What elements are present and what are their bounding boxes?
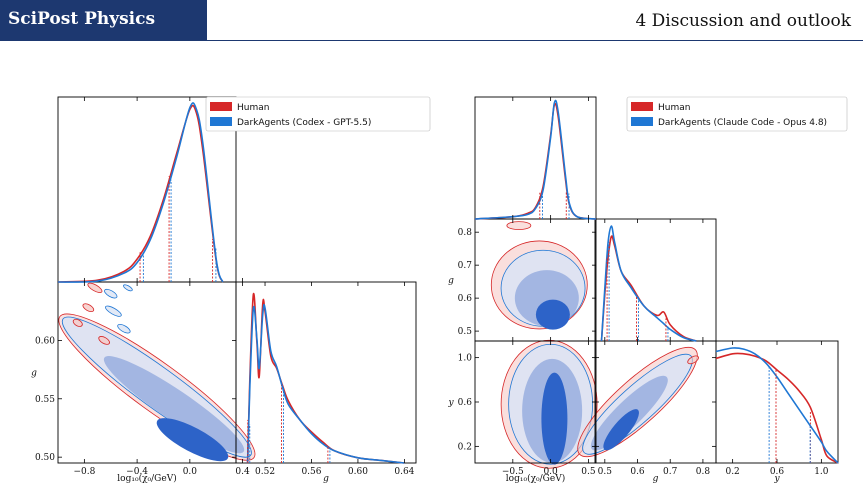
right-s3-x-tick-label: 0.7 bbox=[663, 467, 678, 477]
left-2d-y-tick-label: 0.50 bbox=[35, 453, 55, 463]
left-2d-island bbox=[117, 323, 131, 334]
left-m3-x-tick-label: 0.56 bbox=[301, 467, 321, 477]
left-legend-human-swatch bbox=[210, 102, 232, 111]
right-legend-agent-label: DarkAgents (Claude Code - Opus 4.8) bbox=[658, 118, 827, 128]
right-s3-x-tick-label: 0.6 bbox=[630, 467, 645, 477]
left-legend: Human DarkAgents (Codex - GPT-5.5) bbox=[205, 96, 431, 132]
right-marginal-y-darkagents-curve bbox=[715, 347, 839, 464]
right-marginal-g-darkagents-curve bbox=[600, 225, 697, 342]
right-s1-y-tick-label: 0.5 bbox=[458, 327, 473, 337]
right-m3-x-tick-label: 0.2 bbox=[725, 467, 739, 477]
right-s3-x-tick-label: 0.5 bbox=[598, 467, 613, 477]
right-ylabel-y: y bbox=[447, 398, 454, 408]
right-s2-x-tick-label: 0.0 bbox=[543, 467, 558, 477]
left-2d-agent-mid bbox=[103, 356, 245, 454]
right-s2-y-tick-label: 0.2 bbox=[458, 442, 472, 452]
left-marginal-g-darkagents-curve bbox=[246, 303, 405, 464]
page-header: SciPost Physics 4 Discussion and outlook bbox=[0, 0, 863, 42]
left-2d-agent-inner bbox=[156, 418, 229, 462]
left-m3-x-tick-label: 0.52 bbox=[255, 467, 275, 477]
left-legend-human-label: Human bbox=[237, 103, 269, 113]
left-marginal-chi0-darkagents-curve bbox=[57, 102, 224, 283]
left-2d-island bbox=[123, 284, 133, 292]
left-2d-x-tick-label: 0.4 bbox=[235, 467, 250, 477]
left-marginal-g-frame bbox=[235, 281, 417, 464]
right-s3-agent-inner bbox=[603, 409, 639, 451]
left-2d-island bbox=[98, 336, 110, 345]
right-xlabel-g: g bbox=[653, 474, 659, 484]
right-s3-island bbox=[687, 355, 699, 365]
left-2d-x-tick-label: −0.4 bbox=[126, 467, 148, 477]
right-ylabel-g: g bbox=[448, 276, 454, 286]
left-2d-island bbox=[82, 303, 95, 313]
left-2d-y-tick-label: 0.55 bbox=[35, 395, 55, 405]
right-legend-box bbox=[626, 96, 848, 132]
left-2d-island bbox=[104, 288, 118, 299]
right-s2-x-tick-label: −0.5 bbox=[502, 467, 524, 477]
left-xlabel-g: g bbox=[323, 474, 329, 484]
journal-name: SciPost Physics bbox=[8, 9, 156, 29]
right-s1-island bbox=[506, 221, 532, 230]
right-panel-frame-5 bbox=[715, 340, 839, 464]
left-2d-island bbox=[105, 305, 122, 317]
right-s1-y-tick-label: 0.8 bbox=[458, 228, 473, 238]
left-2d-island bbox=[72, 318, 83, 327]
left-legend-box bbox=[205, 96, 431, 132]
right-marginal-g-human-curve bbox=[600, 235, 697, 342]
journal-brand: SciPost Physics bbox=[0, 0, 207, 40]
right-s3-x-tick-label: 0.8 bbox=[696, 467, 711, 477]
right-legend: Human DarkAgents (Claude Code - Opus 4.8) bbox=[626, 96, 848, 132]
right-s1-agent-inner bbox=[535, 299, 570, 330]
right-legend-human-label: Human bbox=[658, 103, 690, 113]
right-s2-y-tick-label: 0.6 bbox=[458, 398, 473, 408]
right-xlabel-chi0: log₁₀(χ₀/GeV) bbox=[506, 473, 565, 484]
left-2d-x-tick-label: 0.0 bbox=[183, 467, 198, 477]
right-m3-x-tick-label: 0.6 bbox=[770, 467, 785, 477]
header-rule bbox=[0, 40, 863, 41]
left-ylabel-g: g bbox=[31, 369, 37, 379]
right-s1-y-tick-label: 0.7 bbox=[458, 261, 473, 271]
right-m3-x-tick-label: 1.0 bbox=[814, 467, 829, 477]
right-s2-x-tick-label: 0.5 bbox=[581, 467, 596, 477]
section-heading: 4 Discussion and outlook bbox=[635, 11, 851, 31]
right-s1-y-tick-label: 0.6 bbox=[458, 294, 473, 304]
left-2d-x-tick-label: −0.8 bbox=[73, 467, 95, 477]
left-m3-x-tick-label: 0.60 bbox=[348, 467, 368, 477]
left-xlabel-chi0: log₁₀(χ₀/GeV) bbox=[117, 473, 176, 484]
right-panel-frame-0 bbox=[474, 96, 597, 220]
right-s2-agent-inner bbox=[541, 372, 568, 465]
left-2d-y-tick-label: 0.60 bbox=[35, 336, 55, 346]
right-marginal-chi0-human-curve bbox=[474, 103, 597, 220]
left-m3-x-tick-label: 0.64 bbox=[394, 467, 414, 477]
right-legend-human-swatch bbox=[631, 102, 653, 111]
right-marginal-y-human-curve bbox=[715, 352, 839, 464]
left-legend-agent-swatch bbox=[210, 117, 232, 126]
right-legend-agent-swatch bbox=[631, 117, 653, 126]
right-xlabel-y: y bbox=[773, 474, 780, 484]
right-s2-y-tick-label: 1.0 bbox=[458, 354, 473, 364]
right-marginal-chi0-darkagents-curve bbox=[474, 99, 597, 220]
left-legend-agent-label: DarkAgents (Codex - GPT-5.5) bbox=[237, 118, 371, 128]
left-2d-island bbox=[87, 282, 103, 294]
left-marginal-g-human-curve bbox=[246, 293, 405, 464]
